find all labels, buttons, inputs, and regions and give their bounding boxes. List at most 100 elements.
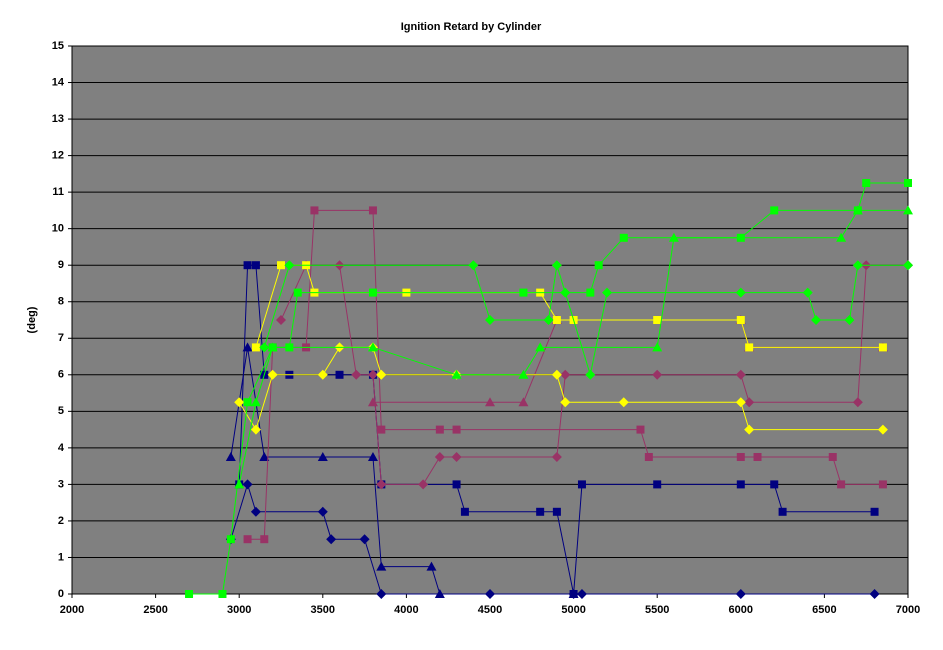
x-tick-label: 4000 bbox=[394, 604, 418, 616]
marker bbox=[250, 424, 261, 435]
marker bbox=[770, 480, 779, 489]
marker bbox=[225, 452, 236, 461]
marker bbox=[367, 342, 378, 352]
marker bbox=[376, 561, 387, 571]
x-tick-label: 2000 bbox=[60, 604, 84, 616]
marker bbox=[778, 507, 787, 516]
marker bbox=[243, 261, 252, 270]
marker bbox=[668, 232, 679, 242]
marker bbox=[903, 205, 913, 215]
marker bbox=[452, 425, 461, 434]
marker bbox=[735, 287, 746, 298]
marker bbox=[317, 369, 328, 380]
marker bbox=[745, 343, 754, 352]
marker bbox=[644, 453, 653, 461]
marker bbox=[878, 480, 887, 489]
marker bbox=[552, 316, 561, 324]
marker bbox=[234, 479, 245, 489]
marker bbox=[335, 370, 344, 379]
y-tick-label: 11 bbox=[52, 186, 64, 198]
marker bbox=[903, 260, 913, 271]
marker bbox=[367, 452, 378, 461]
marker bbox=[653, 316, 662, 324]
marker bbox=[368, 288, 377, 297]
y-tick-label: 3 bbox=[58, 478, 64, 490]
marker bbox=[451, 452, 462, 462]
marker bbox=[226, 535, 235, 544]
marker bbox=[869, 589, 880, 599]
marker bbox=[468, 260, 479, 271]
marker bbox=[326, 534, 337, 545]
marker bbox=[736, 453, 745, 461]
y-tick-label: 5 bbox=[58, 405, 64, 417]
series-line bbox=[230, 482, 875, 595]
y-tick-label: 1 bbox=[58, 551, 64, 563]
marker bbox=[653, 480, 662, 489]
series-line bbox=[238, 209, 908, 485]
marker bbox=[870, 507, 879, 516]
y-tick-label: 7 bbox=[58, 332, 64, 344]
marker bbox=[243, 398, 252, 407]
marker bbox=[377, 425, 386, 434]
marker bbox=[878, 343, 887, 352]
marker bbox=[577, 480, 586, 489]
marker bbox=[376, 589, 387, 599]
marker bbox=[276, 315, 286, 325]
marker bbox=[259, 452, 270, 461]
marker bbox=[862, 179, 871, 187]
marker bbox=[418, 479, 429, 490]
marker bbox=[551, 260, 562, 271]
marker bbox=[552, 507, 561, 516]
marker bbox=[376, 369, 387, 380]
marker bbox=[277, 261, 285, 270]
y-tick-label: 14 bbox=[52, 76, 65, 88]
x-tick-label: 2500 bbox=[143, 604, 167, 616]
marker bbox=[735, 589, 746, 599]
marker bbox=[251, 343, 260, 352]
marker bbox=[250, 506, 261, 517]
marker bbox=[852, 260, 863, 271]
marker bbox=[293, 288, 302, 297]
marker bbox=[594, 261, 603, 270]
marker bbox=[451, 369, 462, 379]
marker bbox=[359, 534, 370, 545]
marker bbox=[586, 288, 595, 297]
marker bbox=[735, 397, 746, 408]
marker bbox=[368, 206, 377, 215]
marker bbox=[736, 316, 745, 324]
marker bbox=[576, 589, 587, 599]
marker bbox=[518, 397, 529, 407]
marker bbox=[837, 480, 846, 489]
marker bbox=[267, 369, 278, 380]
y-tick-label: 9 bbox=[58, 259, 64, 271]
marker bbox=[836, 232, 847, 242]
marker bbox=[376, 479, 387, 490]
marker bbox=[260, 535, 269, 544]
y-tick-label: 12 bbox=[52, 150, 64, 162]
marker bbox=[243, 535, 252, 544]
marker bbox=[185, 590, 194, 598]
marker bbox=[802, 287, 813, 298]
x-tick-label: 3000 bbox=[227, 604, 251, 616]
x-tick-label: 6500 bbox=[812, 604, 836, 616]
marker bbox=[744, 424, 755, 435]
marker bbox=[435, 425, 444, 434]
marker bbox=[367, 369, 378, 380]
marker bbox=[652, 369, 663, 380]
marker bbox=[560, 369, 571, 380]
marker bbox=[652, 342, 663, 352]
marker bbox=[259, 342, 270, 353]
y-tick-label: 8 bbox=[58, 296, 64, 308]
x-tick-label: 4500 bbox=[478, 604, 502, 616]
marker bbox=[317, 506, 328, 517]
marker bbox=[744, 397, 755, 408]
chart-title: Ignition Retard by Cylinder bbox=[401, 21, 542, 33]
marker bbox=[852, 205, 863, 215]
marker bbox=[560, 287, 571, 298]
marker bbox=[452, 480, 461, 489]
y-tick-label: 10 bbox=[52, 223, 64, 235]
marker bbox=[251, 261, 260, 270]
x-tick-label: 3500 bbox=[311, 604, 335, 616]
marker bbox=[585, 369, 596, 380]
marker bbox=[267, 342, 278, 352]
